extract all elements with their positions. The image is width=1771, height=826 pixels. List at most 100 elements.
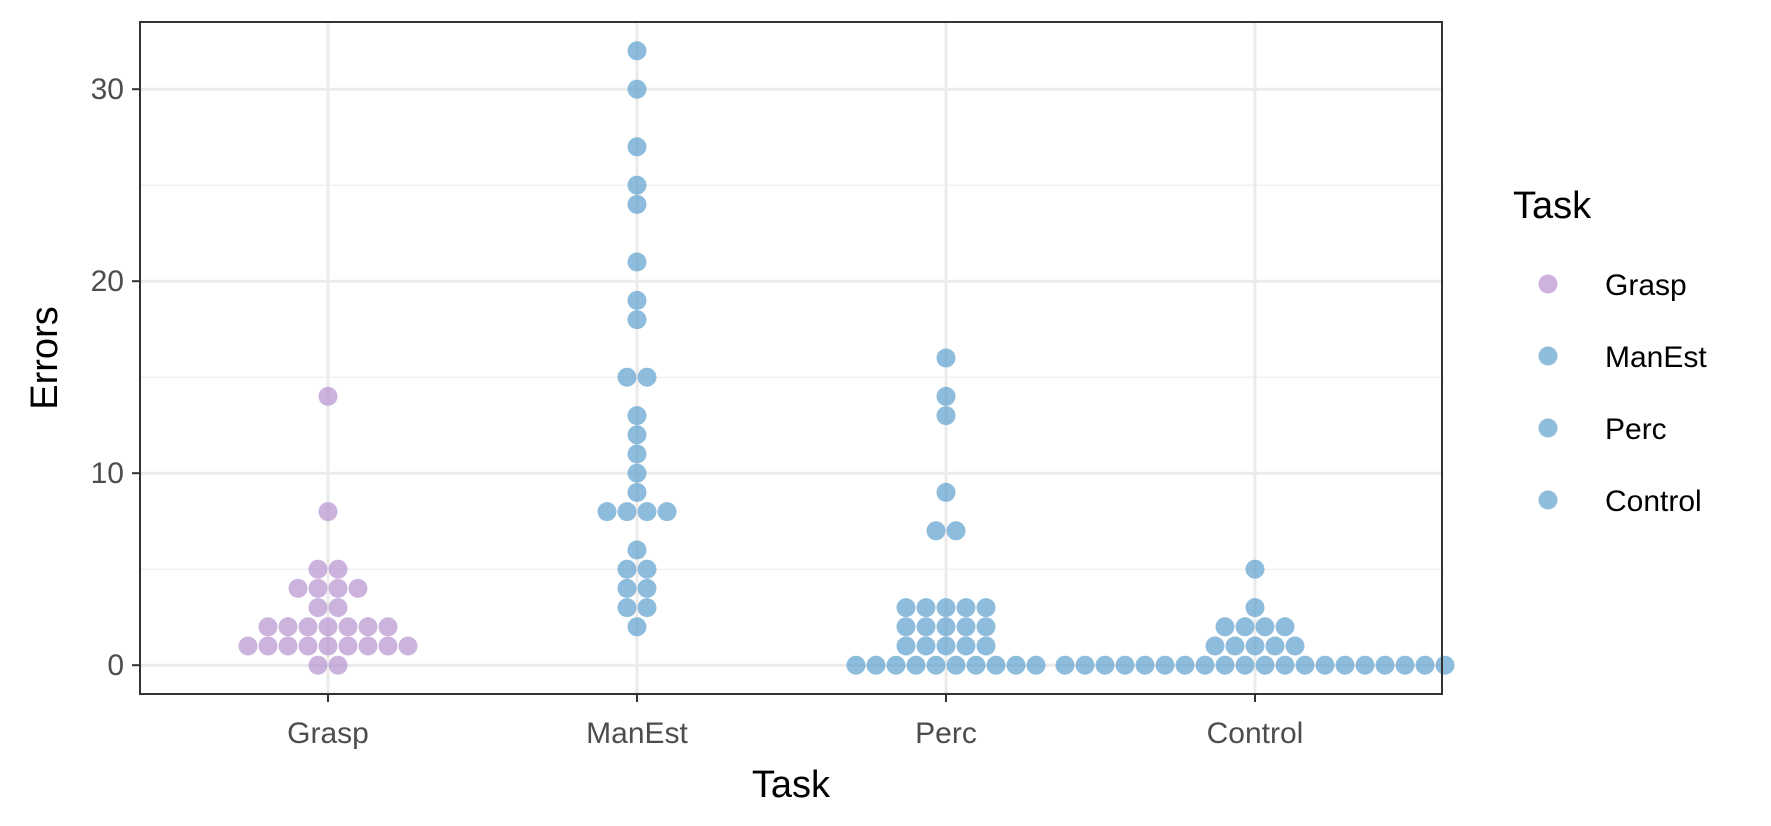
data-point xyxy=(926,655,946,675)
data-point xyxy=(1275,655,1295,675)
data-point xyxy=(1195,655,1215,675)
data-point xyxy=(318,386,338,406)
y-tick-label: 10 xyxy=(91,457,124,490)
data-point xyxy=(1255,617,1275,637)
data-point xyxy=(916,636,936,656)
data-point xyxy=(398,636,418,656)
x-tick-label: Control xyxy=(1207,717,1304,750)
data-point xyxy=(1175,655,1195,675)
data-point xyxy=(378,636,398,656)
y-tick-label: 30 xyxy=(91,73,124,106)
x-tick-label: Grasp xyxy=(287,717,369,750)
y-tick-label: 0 xyxy=(107,649,124,682)
data-point xyxy=(627,463,647,483)
data-point xyxy=(916,598,936,618)
legend-key xyxy=(1538,490,1558,510)
data-point xyxy=(637,502,657,522)
data-point xyxy=(627,290,647,310)
legend-label: Grasp xyxy=(1605,269,1687,302)
data-point xyxy=(1026,655,1046,675)
data-point xyxy=(348,578,368,598)
legend-title: Task xyxy=(1513,185,1592,227)
data-point xyxy=(956,598,976,618)
data-point xyxy=(318,617,338,637)
data-point xyxy=(1055,655,1075,675)
data-point xyxy=(846,655,866,675)
data-point xyxy=(308,655,328,675)
data-point xyxy=(1215,655,1235,675)
data-point xyxy=(378,617,398,637)
data-point xyxy=(617,559,637,579)
data-point xyxy=(1135,655,1155,675)
data-point xyxy=(298,636,318,656)
data-point xyxy=(637,578,657,598)
data-point xyxy=(617,578,637,598)
data-point xyxy=(318,636,338,656)
data-point xyxy=(318,502,338,522)
data-point xyxy=(896,617,916,637)
data-point xyxy=(328,655,348,675)
data-point xyxy=(627,252,647,272)
data-point xyxy=(1275,617,1295,637)
data-point xyxy=(298,617,318,637)
data-point xyxy=(976,636,996,656)
legend-label: Perc xyxy=(1605,413,1667,446)
data-point xyxy=(1375,655,1395,675)
data-point xyxy=(627,137,647,157)
data-point xyxy=(1245,559,1265,579)
data-point xyxy=(278,636,298,656)
data-point xyxy=(358,636,378,656)
data-point xyxy=(926,521,946,541)
data-point xyxy=(916,617,936,637)
data-point xyxy=(966,655,986,675)
data-point xyxy=(1245,636,1265,656)
data-point xyxy=(1295,655,1315,675)
data-point xyxy=(627,617,647,637)
data-point xyxy=(1095,655,1115,675)
data-point xyxy=(936,617,956,637)
data-point xyxy=(617,598,637,618)
plot-panel-border xyxy=(139,21,1443,695)
data-point xyxy=(866,655,886,675)
legend-label: ManEst xyxy=(1605,341,1707,374)
data-point xyxy=(946,655,966,675)
data-point xyxy=(886,655,906,675)
data-point xyxy=(627,482,647,502)
data-point xyxy=(1265,636,1285,656)
x-axis-ticks: Grasp ManEst Perc Control xyxy=(287,694,1303,750)
data-point xyxy=(936,406,956,426)
data-point xyxy=(627,310,647,330)
x-axis-title: Task xyxy=(752,764,831,806)
data-point xyxy=(1315,655,1335,675)
data-point xyxy=(328,598,348,618)
data-point xyxy=(1435,655,1455,675)
data-point xyxy=(627,175,647,195)
data-point xyxy=(627,194,647,214)
data-point xyxy=(258,636,278,656)
data-point xyxy=(617,367,637,387)
data-point xyxy=(936,598,956,618)
data-point xyxy=(238,636,258,656)
data-point xyxy=(627,79,647,99)
y-axis-title: Errors xyxy=(24,306,66,409)
data-point xyxy=(258,617,278,637)
data-point xyxy=(896,636,916,656)
data-point xyxy=(278,617,298,637)
data-point xyxy=(627,540,647,560)
data-point xyxy=(1225,636,1245,656)
data-point xyxy=(637,598,657,618)
data-point xyxy=(328,559,348,579)
data-point xyxy=(308,559,328,579)
data-point xyxy=(1006,655,1026,675)
data-point xyxy=(1355,655,1375,675)
data-point xyxy=(986,655,1006,675)
y-tick-label: 20 xyxy=(91,265,124,298)
data-point xyxy=(1245,598,1265,618)
data-point xyxy=(956,636,976,656)
data-point xyxy=(617,502,637,522)
data-point xyxy=(1075,655,1095,675)
data-point xyxy=(627,425,647,445)
data-point xyxy=(956,617,976,637)
data-point xyxy=(906,655,926,675)
